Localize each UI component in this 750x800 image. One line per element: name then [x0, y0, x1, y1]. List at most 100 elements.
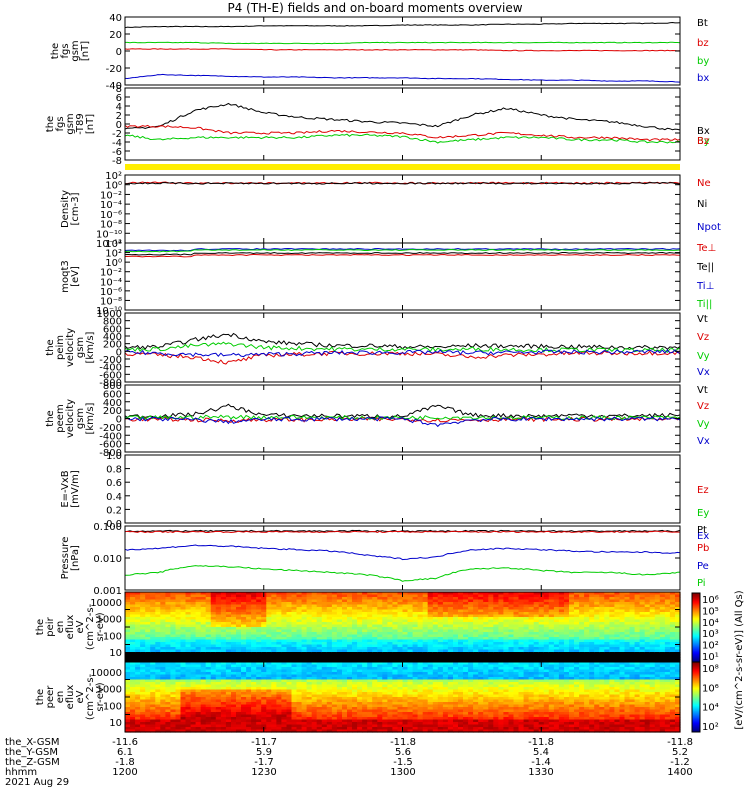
- spectrogram-cell: [180, 602, 187, 606]
- spectrogram-cell: [326, 669, 333, 673]
- spectrogram-cell: [190, 634, 197, 638]
- spectrogram-cell: [553, 594, 560, 598]
- spectrogram-cell: [256, 679, 262, 683]
- spectrogram-cell: [558, 657, 565, 661]
- spectrogram-cell: [326, 662, 333, 666]
- spectrogram-cell: [669, 637, 676, 641]
- spectrogram-cell: [215, 722, 222, 726]
- spectrogram-cell: [170, 669, 176, 673]
- spectrogram-cell: [447, 602, 454, 606]
- spectrogram-cell: [246, 599, 252, 603]
- spectrogram-cell: [478, 614, 484, 618]
- spectrogram-cell: [533, 637, 540, 641]
- spectrogram-cell: [528, 649, 535, 653]
- spectrogram-cell: [624, 604, 631, 608]
- spectrogram-cell: [180, 629, 187, 633]
- spectrogram-cell: [493, 622, 499, 626]
- spectrogram-cell: [125, 667, 131, 671]
- spectrogram-cell: [659, 624, 666, 628]
- spectrogram-cell: [155, 642, 161, 646]
- spectrogram-cell: [276, 667, 282, 671]
- spectrogram-cell: [125, 632, 131, 636]
- spectrogram-cell: [291, 672, 298, 676]
- spectrogram-cell: [241, 692, 247, 696]
- spectrogram-cell: [629, 659, 636, 663]
- spectrogram-cell: [125, 699, 131, 703]
- spectrogram-cell: [387, 714, 393, 718]
- spectrogram-cell: [130, 679, 136, 683]
- spectrogram-cell: [432, 624, 439, 628]
- spectrogram-cell: [412, 647, 419, 651]
- spectrogram-cell: [458, 607, 464, 611]
- spectrogram-cell: [301, 657, 308, 661]
- spectrogram-cell: [483, 647, 489, 651]
- spectrogram-cell: [397, 639, 404, 643]
- spectrogram-cell: [195, 642, 202, 646]
- spectrogram-cell: [407, 662, 414, 666]
- spectrogram-cell: [473, 602, 479, 606]
- spectrogram-cell: [654, 597, 661, 601]
- spectrogram-cell: [140, 677, 146, 681]
- spectrogram-cell: [210, 662, 217, 666]
- spectrogram-cell: [347, 609, 353, 613]
- spectrogram-cell: [548, 622, 555, 626]
- spectrogram-cell: [362, 619, 368, 623]
- spectrogram-cell: [664, 659, 671, 663]
- spectrogram-cell: [508, 644, 515, 648]
- spectrogram-cell: [165, 714, 171, 718]
- spectrogram-cell: [478, 617, 484, 621]
- spectrogram-cell: [140, 722, 146, 726]
- spectrogram-cell: [352, 692, 358, 696]
- spectrogram-cell: [654, 614, 661, 618]
- spectrogram-cell: [236, 707, 242, 711]
- spectrogram-cell: [291, 687, 298, 691]
- spectrogram-cell: [331, 699, 338, 703]
- spectrogram-cell: [311, 669, 318, 673]
- spectrogram-cell: [246, 709, 252, 713]
- spectrogram-cell: [387, 604, 393, 608]
- spectrogram-cell: [236, 712, 242, 716]
- spectrogram-cell: [584, 609, 590, 613]
- spectrogram-cell: [352, 664, 358, 668]
- spectrogram-cell: [427, 619, 434, 623]
- spectrogram-cell: [377, 599, 383, 603]
- spectrogram-cell: [367, 717, 373, 721]
- spectrogram-cell: [225, 722, 232, 726]
- spectrogram-cell: [256, 604, 262, 608]
- spectrogram-cell: [286, 624, 293, 628]
- spectrogram-cell: [518, 604, 525, 608]
- spectrogram-cell: [422, 602, 429, 606]
- spectrogram-cell: [256, 657, 262, 661]
- spectrogram-cell: [271, 664, 277, 668]
- spectrogram-cell: [231, 594, 237, 598]
- spectrogram-cell: [427, 592, 434, 596]
- spectrogram-cell: [528, 652, 535, 656]
- spectrogram-cell: [175, 644, 182, 648]
- spectrogram-cell: [190, 592, 197, 596]
- spectrogram-cell: [538, 632, 545, 636]
- spectrogram-cell: [629, 612, 636, 616]
- spectrogram-cell: [130, 704, 136, 708]
- spectrogram-cell: [306, 704, 313, 708]
- spectrogram-cell: [387, 719, 393, 723]
- spectrogram-cell: [357, 639, 363, 643]
- spectrogram-cell: [659, 594, 666, 598]
- spectrogram-cell: [266, 702, 272, 706]
- spectrogram-cell: [241, 614, 247, 618]
- y-tick-label: 10⁻⁴: [100, 277, 122, 288]
- spectrogram-cell: [266, 612, 272, 616]
- spectrogram-cell: [387, 642, 393, 646]
- spectrogram-cell: [336, 602, 343, 606]
- spectrogram-cell: [664, 634, 671, 638]
- series-line-Vt: [124, 403, 681, 419]
- spectrogram-cell: [382, 644, 388, 648]
- spectrogram-cell: [170, 657, 176, 661]
- spectrogram-cell: [316, 632, 323, 636]
- spectrogram-cell: [473, 652, 479, 656]
- spectrogram-cell: [301, 602, 308, 606]
- spectrogram-cell: [200, 714, 207, 718]
- spectrogram-cell: [619, 599, 626, 603]
- spectrogram-cell: [165, 707, 171, 711]
- spectrogram-cell: [195, 634, 202, 638]
- spectrogram-cell: [185, 632, 192, 636]
